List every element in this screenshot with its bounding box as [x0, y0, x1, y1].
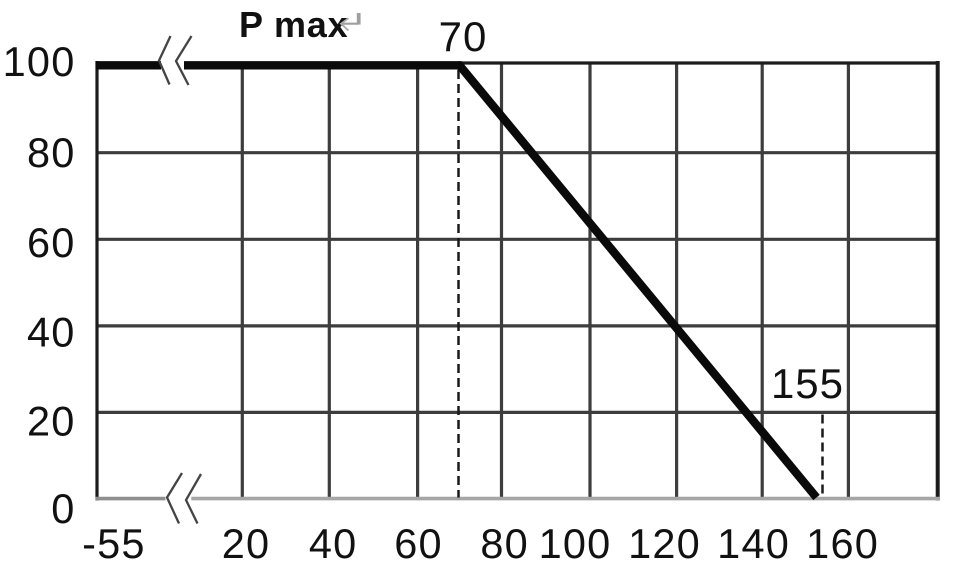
- svg-text:40: 40: [309, 520, 358, 567]
- svg-text:160: 160: [806, 520, 879, 567]
- svg-text:120: 120: [628, 520, 701, 567]
- svg-text:70: 70: [439, 13, 488, 60]
- svg-text:60: 60: [394, 520, 443, 567]
- svg-text:P max: P max: [239, 4, 348, 45]
- svg-text:140: 140: [717, 520, 790, 567]
- svg-text:0: 0: [51, 485, 75, 532]
- svg-text:20: 20: [27, 398, 76, 445]
- svg-text:60: 60: [27, 219, 76, 266]
- svg-text:40: 40: [27, 309, 76, 356]
- svg-text:-55: -55: [82, 520, 146, 567]
- svg-text:155: 155: [771, 360, 844, 407]
- svg-text:100: 100: [3, 38, 76, 85]
- svg-text:80: 80: [27, 129, 76, 176]
- svg-text:80: 80: [480, 520, 529, 567]
- svg-text:100: 100: [539, 520, 612, 567]
- svg-text:20: 20: [222, 520, 271, 567]
